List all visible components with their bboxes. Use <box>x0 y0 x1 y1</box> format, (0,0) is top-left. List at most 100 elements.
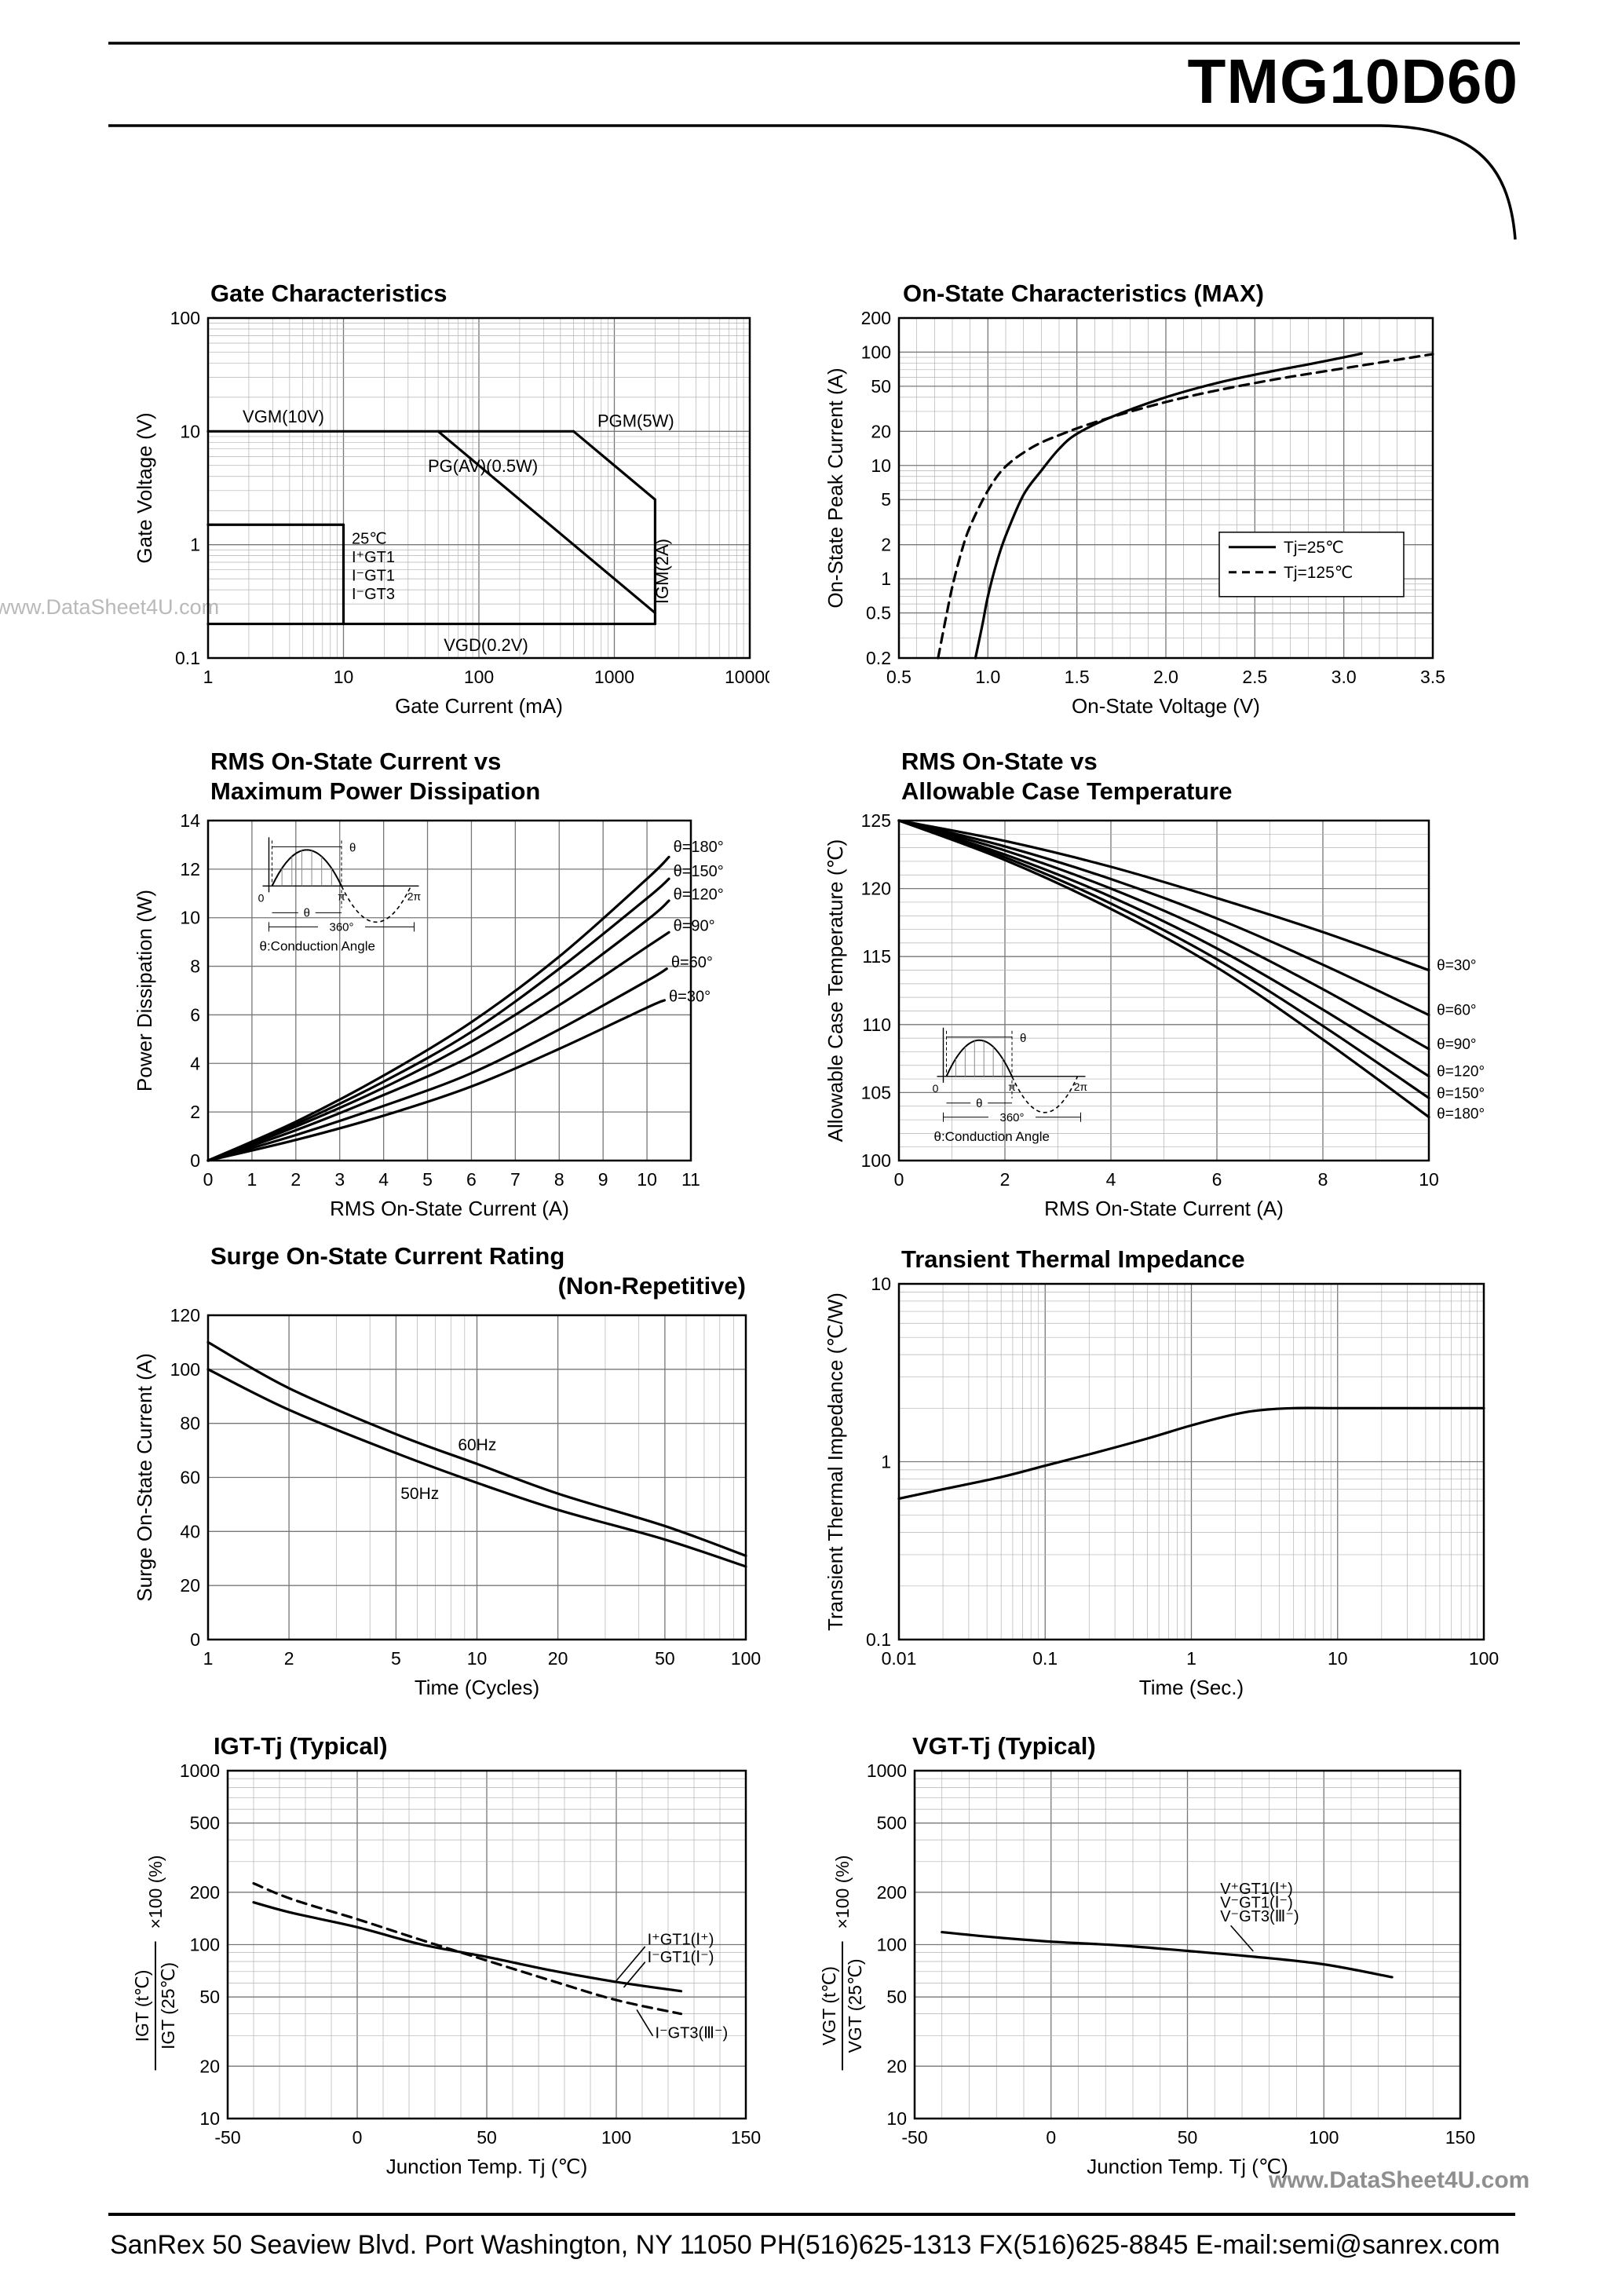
svg-text:10: 10 <box>1419 1169 1439 1190</box>
svg-text:150: 150 <box>1445 2127 1475 2148</box>
svg-text:I⁻GT3(Ⅲ⁻): I⁻GT3(Ⅲ⁻) <box>656 2025 729 2042</box>
svg-text:VGT (t℃): VGT (t℃) <box>819 1966 839 2046</box>
svg-text:11: 11 <box>681 1169 700 1190</box>
svg-text:Transient Thermal Impedance (℃: Transient Thermal Impedance (℃/W) <box>824 1292 847 1631</box>
chart-subtitle: (Non-Repetitive) <box>557 1272 746 1300</box>
chart-igt-vs-tj: IGT-Tj (Typical) -50 0 50 100 150 10 20 50 100 20… <box>118 1727 769 2191</box>
svg-text:4: 4 <box>378 1169 389 1190</box>
svg-text:60Hz: 60Hz <box>458 1436 496 1454</box>
svg-text:20: 20 <box>548 1648 568 1669</box>
chart-on-state-characteristics: On-State Characteristics (MAX) 0.5 1.0 1.5… <box>816 275 1507 730</box>
svg-text:125: 125 <box>861 810 891 831</box>
svg-text:θ: θ <box>1020 1032 1026 1045</box>
chart-title: RMS On-State Current vs <box>210 748 502 775</box>
svg-text:9: 9 <box>598 1169 608 1190</box>
svg-text:500: 500 <box>190 1813 220 1834</box>
svg-text:θ=90°: θ=90° <box>674 918 715 935</box>
svg-text:I⁻GT3: I⁻GT3 <box>352 586 395 603</box>
svg-text:40: 40 <box>180 1521 200 1541</box>
chart-rms-power-dissipation: RMS On-State Current vs Maximum Power Di… <box>118 746 769 1233</box>
svg-text:θ: θ <box>349 841 356 854</box>
svg-text:120: 120 <box>170 1305 200 1325</box>
vgt-vs-tj-plot: -50 0 50 100 150 10 20 50 100 200 500 1000 Junction … <box>819 1760 1475 2178</box>
svg-text:-50: -50 <box>901 2127 927 2148</box>
svg-text:5: 5 <box>881 489 891 510</box>
svg-text:1: 1 <box>1186 1648 1196 1669</box>
svg-text:10: 10 <box>180 908 200 928</box>
svg-text:RMS On-State Current (A): RMS On-State Current (A) <box>330 1197 569 1220</box>
svg-text:I⁺GT1: I⁺GT1 <box>352 549 395 566</box>
chart-surge-current-rating: Surge On-State Current Rating (Non-Repet… <box>118 1241 769 1712</box>
svg-text:2: 2 <box>284 1648 294 1669</box>
svg-text:10: 10 <box>199 2108 220 2129</box>
svg-text:6: 6 <box>466 1169 477 1190</box>
svg-text:10: 10 <box>871 1274 891 1294</box>
svg-text:0.1: 0.1 <box>866 1629 891 1650</box>
svg-text:0.1: 0.1 <box>175 648 200 668</box>
svg-text:100: 100 <box>861 1150 891 1171</box>
svg-text:2: 2 <box>881 535 891 555</box>
svg-text:8: 8 <box>1318 1169 1328 1190</box>
igt-vs-tj-plot: -50 0 50 100 150 10 20 50 100 200 500 1000 Junction … <box>132 1760 761 2178</box>
svg-text:θ=150°: θ=150° <box>674 863 724 880</box>
svg-text:100: 100 <box>861 342 891 362</box>
svg-text:150: 150 <box>731 2127 761 2148</box>
svg-text:200: 200 <box>861 308 891 328</box>
svg-text:2.0: 2.0 <box>1153 667 1178 687</box>
svg-text:V⁻GT3(Ⅲ⁻): V⁻GT3(Ⅲ⁻) <box>1220 1908 1299 1925</box>
svg-text:PGM(5W): PGM(5W) <box>597 411 674 430</box>
svg-text:80: 80 <box>180 1413 200 1434</box>
svg-text:10: 10 <box>871 455 891 476</box>
svg-text:0.5: 0.5 <box>886 667 911 687</box>
footer-rule <box>108 2213 1515 2216</box>
surge-current-rating-plot: 1 2 5 10 20 50 100 0 20 40 60 80 100 120 Time (Cycles)… <box>133 1305 761 1699</box>
svg-text:3.5: 3.5 <box>1420 667 1445 687</box>
svg-text:110: 110 <box>862 1015 891 1035</box>
svg-text:20: 20 <box>886 2056 907 2076</box>
chart-title: Transient Thermal Impedance <box>901 1245 1245 1273</box>
svg-text:4: 4 <box>1106 1169 1116 1190</box>
svg-text:100: 100 <box>1309 2127 1339 2148</box>
svg-text:0: 0 <box>1046 2127 1056 2148</box>
chart-title: IGT-Tj (Typical) <box>214 1732 388 1760</box>
svg-text:0: 0 <box>258 891 265 904</box>
svg-text:360°: 360° <box>999 1111 1024 1124</box>
svg-text:I⁻GT1(Ⅰ⁻): I⁻GT1(Ⅰ⁻) <box>648 1949 714 1966</box>
chart-gate-characteristics: Gate Characteristics 1101001000100000.11… <box>118 275 769 730</box>
svg-text:8: 8 <box>190 956 200 977</box>
svg-text:200: 200 <box>190 1882 220 1903</box>
svg-text:Surge On-State Current (A): Surge On-State Current (A) <box>133 1353 156 1601</box>
chart-title: RMS On-State vs <box>901 748 1098 775</box>
svg-text:0.5: 0.5 <box>866 603 891 623</box>
chart-transient-thermal-impedance: Transient Thermal Impedance 0.01 0.1 1 10 10… <box>816 1241 1507 1712</box>
svg-text:1: 1 <box>881 569 891 589</box>
svg-text:10: 10 <box>886 2108 907 2129</box>
svg-text:Tj=25℃: Tj=25℃ <box>1284 539 1344 557</box>
svg-text:θ=30°: θ=30° <box>669 988 711 1005</box>
svg-text:100: 100 <box>170 1359 200 1380</box>
svg-text:2: 2 <box>1000 1169 1010 1190</box>
svg-text:V⁺GT1(Ⅰ⁺): V⁺GT1(Ⅰ⁺) <box>1220 1881 1293 1898</box>
svg-text:Gate Current (mA): Gate Current (mA) <box>395 694 563 718</box>
svg-text:2π: 2π <box>407 890 422 902</box>
svg-text:2: 2 <box>290 1169 301 1190</box>
svg-text:50: 50 <box>477 2127 497 2148</box>
svg-text:50: 50 <box>1178 2127 1198 2148</box>
svg-text:500: 500 <box>877 1813 907 1834</box>
svg-text:Allowable Case Temperature (℃): Allowable Case Temperature (℃) <box>824 839 847 1143</box>
svg-text:50: 50 <box>199 1987 220 2007</box>
svg-text:2.5: 2.5 <box>1242 667 1267 687</box>
svg-text:20: 20 <box>871 421 891 441</box>
svg-text:1: 1 <box>247 1169 258 1190</box>
svg-text:θ=150°: θ=150° <box>1437 1085 1485 1102</box>
svg-text:10: 10 <box>637 1169 657 1190</box>
svg-text:1: 1 <box>190 535 200 555</box>
svg-text:10: 10 <box>467 1648 488 1669</box>
svg-text:105: 105 <box>861 1082 891 1102</box>
svg-text:7: 7 <box>510 1169 521 1190</box>
svg-text:60: 60 <box>180 1468 200 1488</box>
svg-text:5: 5 <box>391 1648 401 1669</box>
header-bottom-rule-curve <box>108 124 1517 240</box>
svg-text:VGD(0.2V): VGD(0.2V) <box>444 635 528 655</box>
